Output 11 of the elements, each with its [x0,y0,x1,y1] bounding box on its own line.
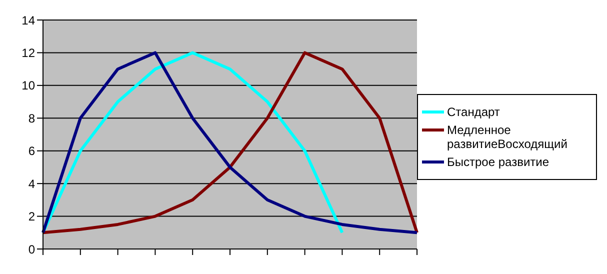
y-tick-label: 12 [22,46,36,60]
legend-label: Стандарт [447,105,500,119]
legend-label: Медленное развитиеВосходящий [447,123,568,151]
y-tick-label: 8 [28,111,36,126]
y-tick-label: 2 [28,210,36,224]
y-tick-label: 14 [22,13,36,28]
y-tick-label: 0 [28,242,36,256]
y-tick-label: 4 [28,176,36,191]
legend-label: Быстрое развитие [447,155,550,169]
y-tick-label: 10 [22,78,36,93]
y-tick-label: 6 [28,144,36,158]
